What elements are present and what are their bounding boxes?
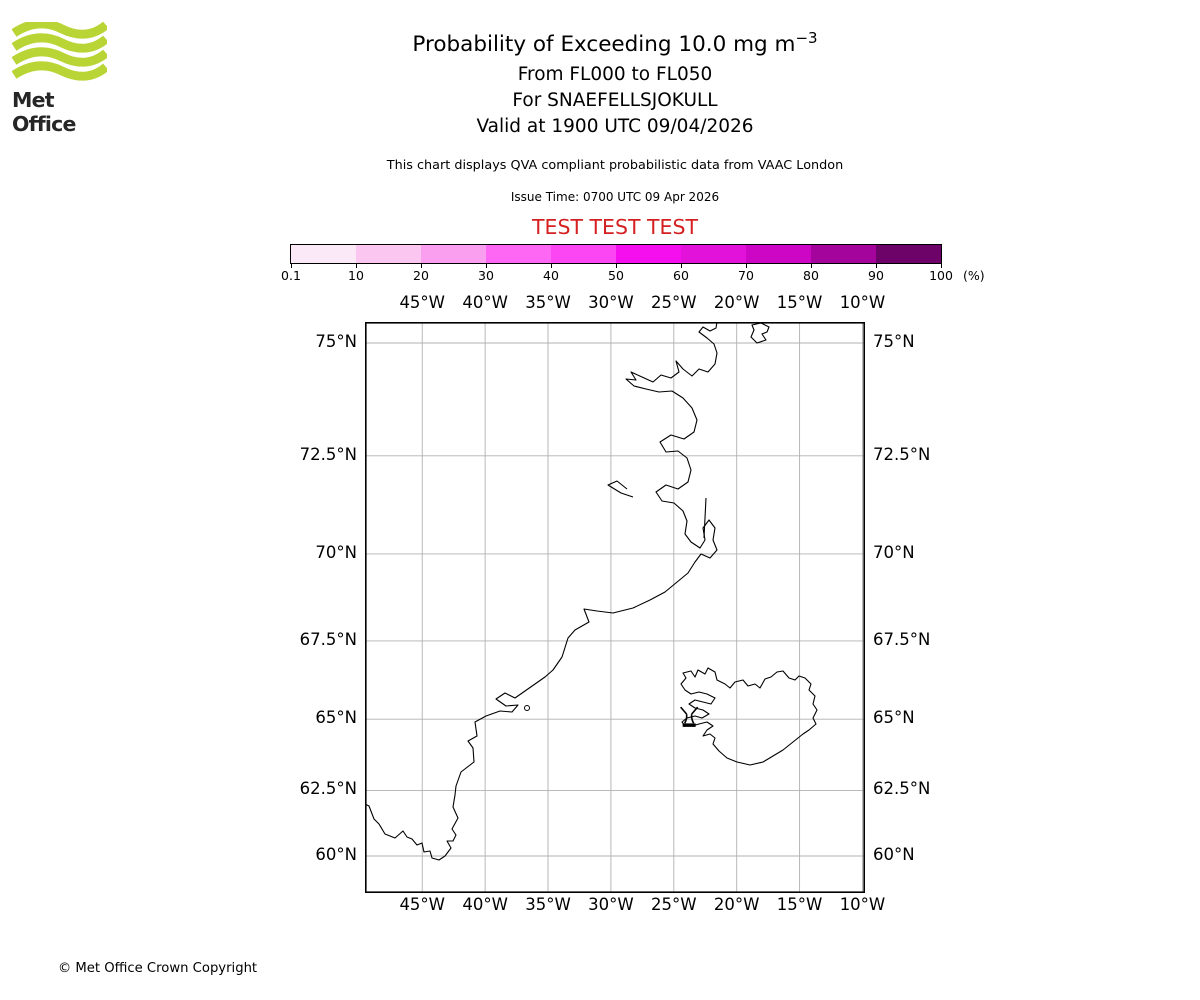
colorbar: (%) 0.1 10 20 30 40 50 60 70 80 90 100 bbox=[281, 244, 985, 283]
colorbar-segment bbox=[681, 245, 746, 263]
lon-tick-label-top: 25°W bbox=[651, 293, 697, 312]
lat-tick-label-right: 67.5°N bbox=[873, 629, 931, 649]
coastline bbox=[362, 321, 718, 861]
lon-tick-label-top: 40°W bbox=[462, 293, 508, 312]
colorbar-segment bbox=[486, 245, 551, 263]
title-exponent: −3 bbox=[795, 29, 818, 47]
colorbar-tick bbox=[615, 264, 617, 268]
colorbar-tick bbox=[680, 264, 682, 268]
coastline bbox=[680, 667, 818, 766]
colorbar-tick-label: 10 bbox=[348, 268, 364, 283]
lon-tick-label-top: 15°W bbox=[776, 293, 823, 312]
coastline-islet bbox=[524, 705, 530, 711]
colorbar-tick-label: 90 bbox=[868, 268, 884, 283]
lon-tick-label-bottom: 10°W bbox=[839, 895, 886, 914]
colorbar-tick-label: 100 bbox=[929, 268, 953, 283]
colorbar-segment bbox=[421, 245, 486, 263]
colorbar-tick bbox=[355, 264, 357, 268]
colorbar-segment bbox=[876, 245, 941, 263]
colorbar-tick-label: 30 bbox=[478, 268, 494, 283]
colorbar-tick-label: 80 bbox=[803, 268, 819, 283]
met-office-logo: Met Office bbox=[11, 19, 122, 136]
lat-tick-label-left: 67.5°N bbox=[299, 629, 357, 649]
colorbar-tick bbox=[810, 264, 812, 268]
colorbar-tick-label: 20 bbox=[413, 268, 429, 283]
logo-waves-icon bbox=[11, 19, 109, 81]
qva-note: This chart displays QVA compliant probab… bbox=[386, 158, 844, 173]
colorbar-segment bbox=[291, 245, 356, 263]
lat-tick-label-right: 65°N bbox=[873, 708, 915, 728]
colorbar-tick bbox=[485, 264, 487, 268]
logo-text: Met Office bbox=[12, 88, 76, 136]
lon-tick-label-bottom: 40°W bbox=[462, 895, 508, 914]
chart-subtitle-flight-levels: From FL000 to FL050 bbox=[517, 64, 713, 85]
lon-tick-label-bottom: 35°W bbox=[525, 895, 571, 914]
coastline bbox=[750, 322, 770, 344]
colorbar-tick bbox=[745, 264, 747, 268]
chart-subtitle-valid-time: Valid at 1900 UTC 09/04/2026 bbox=[476, 116, 754, 137]
lon-tick-label-top: 45°W bbox=[399, 293, 445, 312]
colorbar-tick-label: 50 bbox=[608, 268, 624, 283]
colorbar-unit-label: (%) bbox=[963, 268, 985, 283]
lat-tick-label-right: 72.5°N bbox=[873, 444, 931, 464]
lon-tick-label-top: 35°W bbox=[525, 293, 571, 312]
lat-tick-label-left: 72.5°N bbox=[299, 444, 357, 464]
lon-tick-label-bottom: 45°W bbox=[399, 895, 445, 914]
lon-tick-label-top: 10°W bbox=[839, 293, 886, 312]
lon-tick-label-bottom: 20°W bbox=[713, 895, 760, 914]
lon-tick-label-top: 30°W bbox=[588, 293, 634, 312]
copyright-text: © Met Office Crown Copyright bbox=[58, 961, 258, 976]
colorbar-segment bbox=[551, 245, 616, 263]
lon-tick-label-top: 20°W bbox=[713, 293, 760, 312]
colorbar-tick bbox=[420, 264, 422, 268]
lat-tick-label-right: 70°N bbox=[873, 542, 915, 562]
lat-tick-label-left: 60°N bbox=[315, 844, 357, 864]
map-border bbox=[365, 322, 865, 894]
lat-tick-label-right: 62.5°N bbox=[873, 779, 931, 799]
chart-title: Probability of Exceeding 10.0 mg m−3 bbox=[412, 29, 818, 58]
colorbar-segment bbox=[356, 245, 421, 263]
lon-tick-label-bottom: 25°W bbox=[651, 895, 697, 914]
lat-tick-label-left: 75°N bbox=[315, 332, 357, 351]
lon-tick-label-bottom: 30°W bbox=[588, 895, 634, 914]
coastline bbox=[703, 497, 707, 539]
colorbar-gradient bbox=[291, 245, 941, 263]
lat-tick-label-left: 70°N bbox=[315, 542, 357, 562]
lat-tick-label-left: 65°N bbox=[315, 708, 357, 728]
colorbar-tick-label: 0.1 bbox=[281, 268, 301, 283]
lon-tick-label-bottom: 15°W bbox=[776, 895, 823, 914]
issue-time: Issue Time: 0700 UTC 09 Apr 2026 bbox=[510, 190, 720, 204]
test-banner: TEST TEST TEST bbox=[531, 215, 699, 239]
colorbar-tick-label: 60 bbox=[673, 268, 689, 283]
colorbar-segment bbox=[746, 245, 811, 263]
colorbar-tick bbox=[290, 264, 292, 268]
colorbar-tick bbox=[550, 264, 552, 268]
volcano-marker-icon bbox=[680, 706, 699, 727]
colorbar-segment bbox=[616, 245, 681, 263]
colorbar-segment bbox=[811, 245, 876, 263]
map-plot bbox=[362, 321, 865, 894]
coastline bbox=[607, 480, 634, 498]
colorbar-tick-label: 40 bbox=[543, 268, 559, 283]
colorbar-tick-label: 70 bbox=[738, 268, 754, 283]
colorbar-tick bbox=[875, 264, 877, 268]
lat-tick-label-right: 75°N bbox=[873, 332, 915, 351]
colorbar-tick bbox=[940, 264, 942, 268]
chart-subtitle-volcano: For SNAEFELLSJOKULL bbox=[512, 90, 718, 111]
lat-tick-label-right: 60°N bbox=[873, 844, 915, 864]
lat-tick-label-left: 62.5°N bbox=[299, 779, 357, 799]
